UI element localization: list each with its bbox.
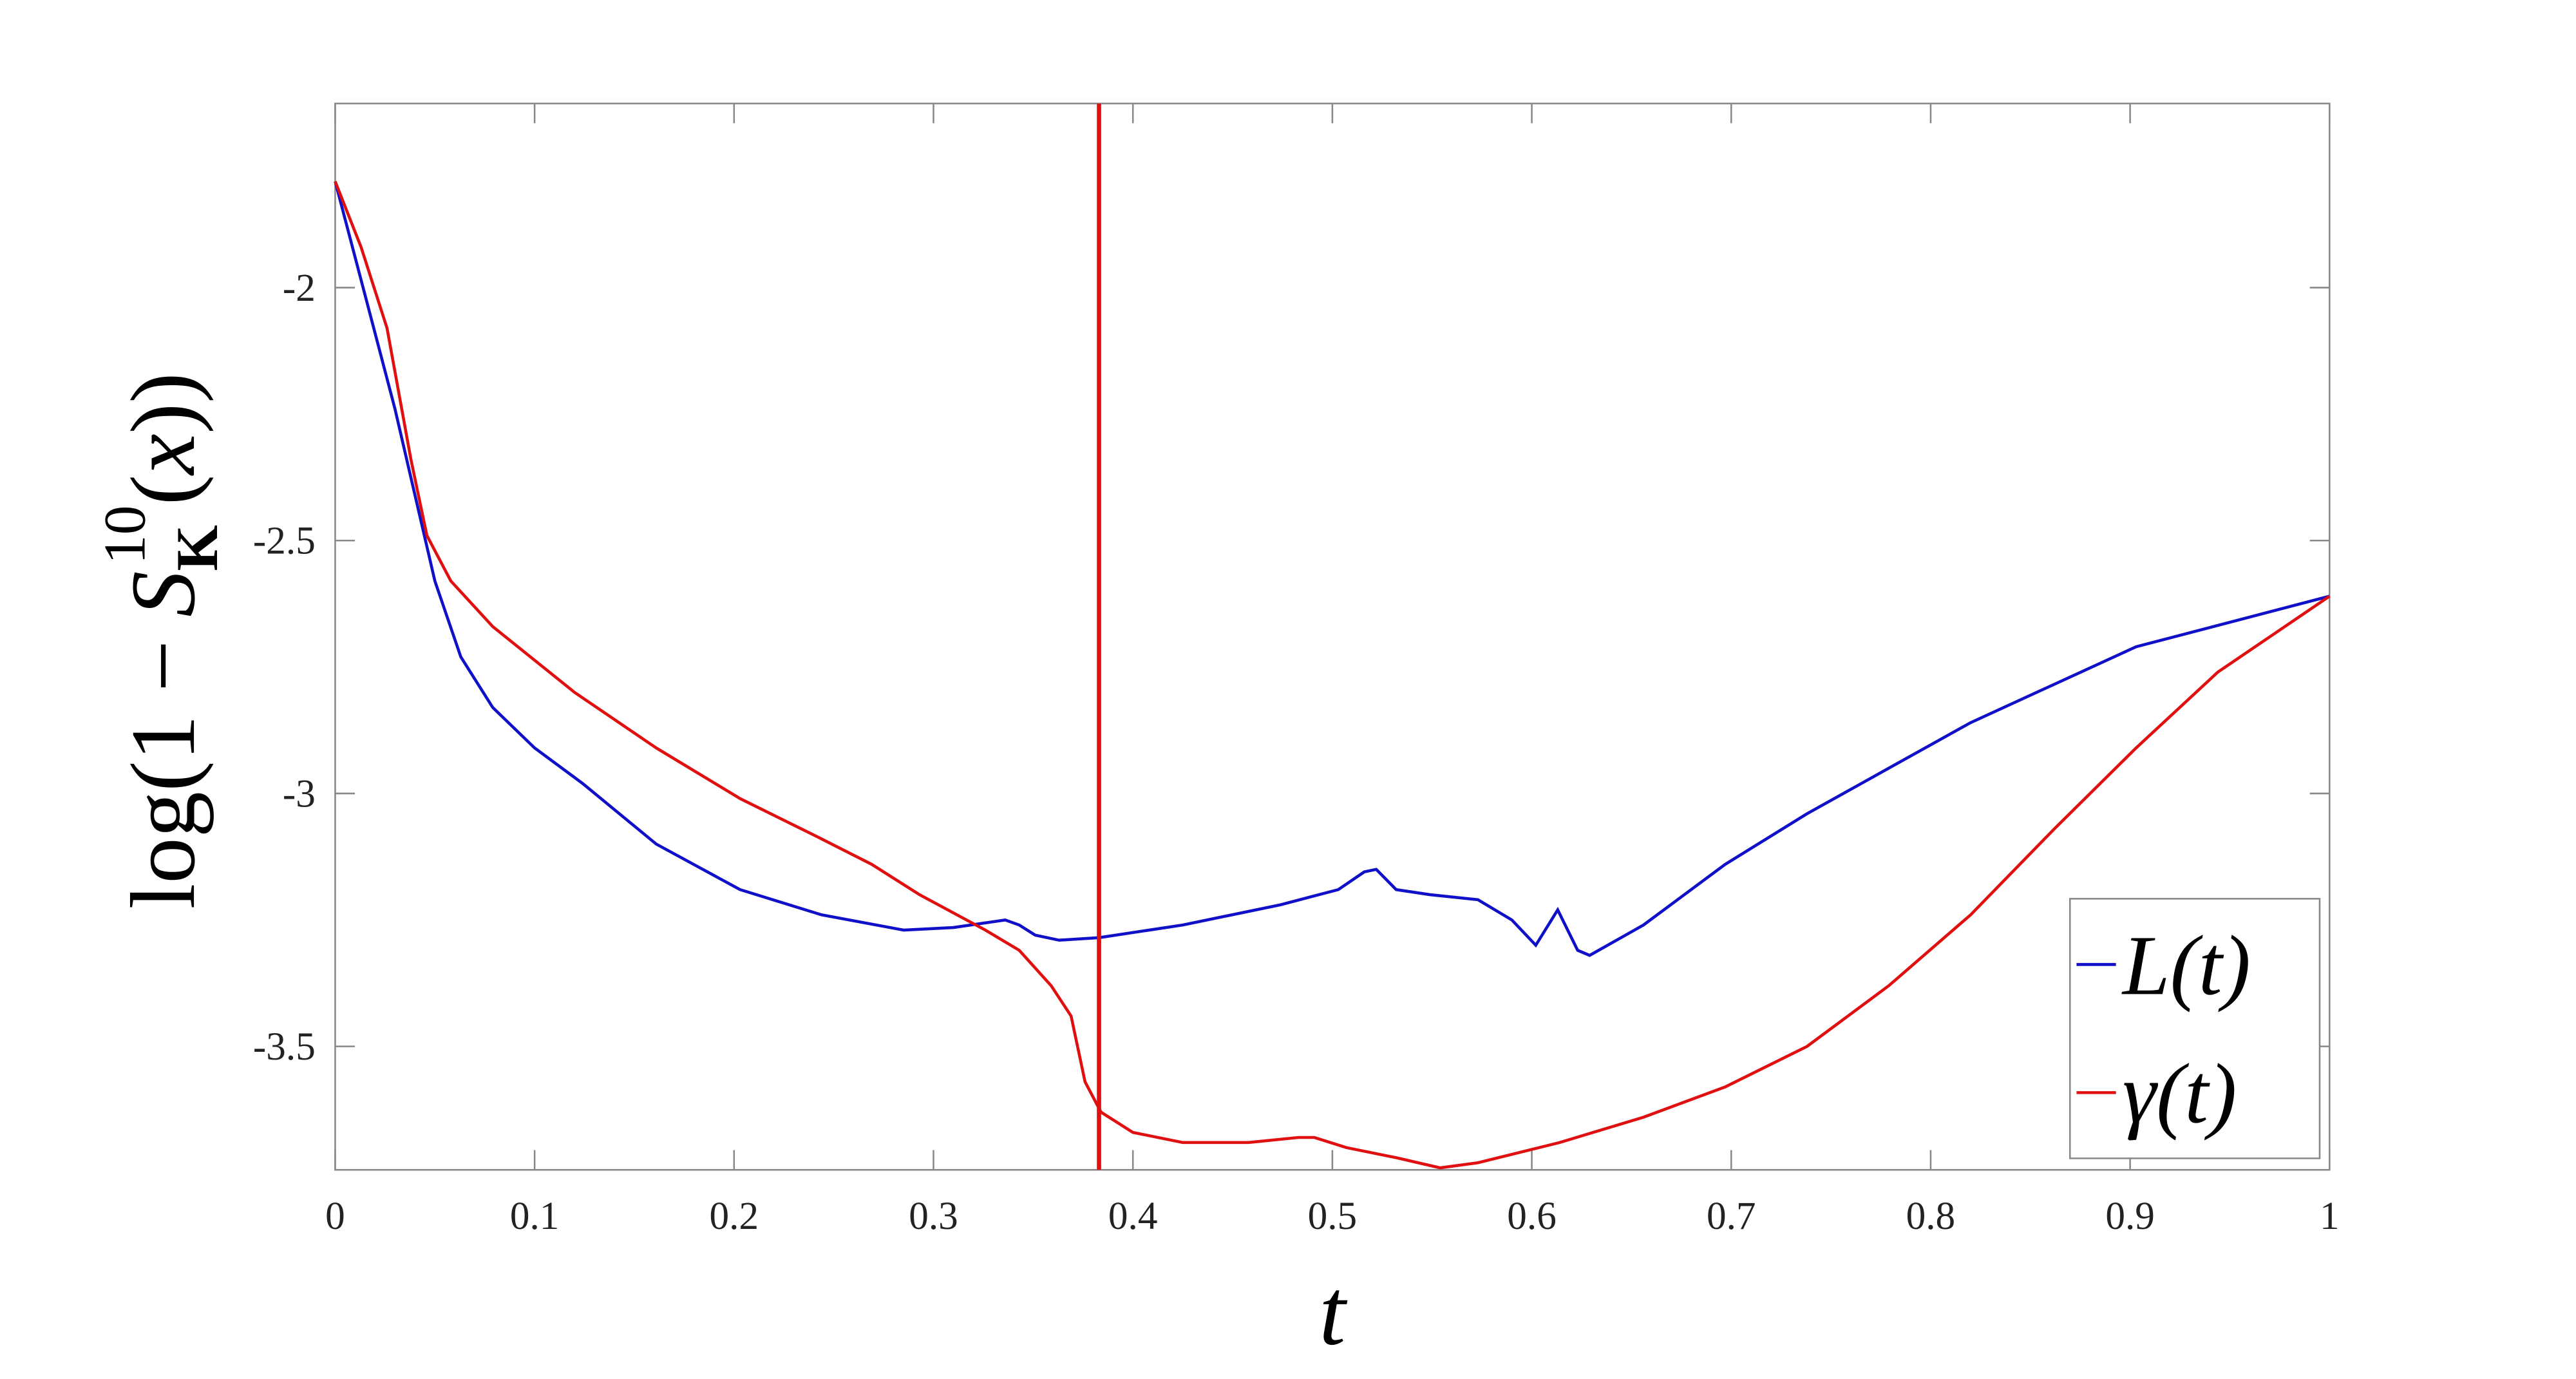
y-axis-label-part: K <box>164 525 230 571</box>
y-axis-label: log(1 − SK10(x)) <box>92 372 230 909</box>
line-series <box>334 180 2331 1170</box>
x-tick-label: 0.3 <box>909 1194 958 1238</box>
x-axis-label: t <box>1319 1260 1348 1365</box>
x-tick-label: 1 <box>2320 1194 2340 1238</box>
legend-box <box>2069 898 2321 1159</box>
y-axis-label-part: S <box>112 571 214 616</box>
x-tick-label: 0.6 <box>1507 1194 1557 1238</box>
x-tick-label: 0.9 <box>2105 1194 2155 1238</box>
y-axis-label-part: x <box>112 433 214 475</box>
legend-label: L(t) <box>2121 918 2251 1013</box>
line-series <box>334 181 2330 957</box>
legend-label: γ(t) <box>2123 1046 2237 1141</box>
y-tick-label: -3 <box>283 772 316 815</box>
y-axis-label-part: (1 − <box>112 617 214 792</box>
y-axis-label-part: ( <box>112 475 214 506</box>
y-tick-label: -3.5 <box>253 1025 316 1069</box>
x-tick-label: 0.1 <box>510 1194 560 1238</box>
y-axis-label-part: log <box>112 792 214 909</box>
x-tick-label: 0 <box>325 1194 345 1238</box>
y-tick-label: -2.5 <box>253 519 316 563</box>
x-tick-label: 0.2 <box>710 1194 759 1238</box>
x-tick-label: 0.7 <box>1707 1194 1756 1238</box>
y-axis-label-text: log(1 − SK10(x)) <box>92 372 230 909</box>
y-tick-label: -2 <box>283 266 316 310</box>
x-tick-label: 0.8 <box>1906 1194 1956 1238</box>
plot-area <box>334 102 2331 1171</box>
y-axis-label-part: 10 <box>92 505 158 564</box>
x-tick-label: 0.4 <box>1108 1194 1158 1238</box>
y-axis-label-part: )) <box>112 372 214 433</box>
x-tick-label: 0.5 <box>1308 1194 1358 1238</box>
